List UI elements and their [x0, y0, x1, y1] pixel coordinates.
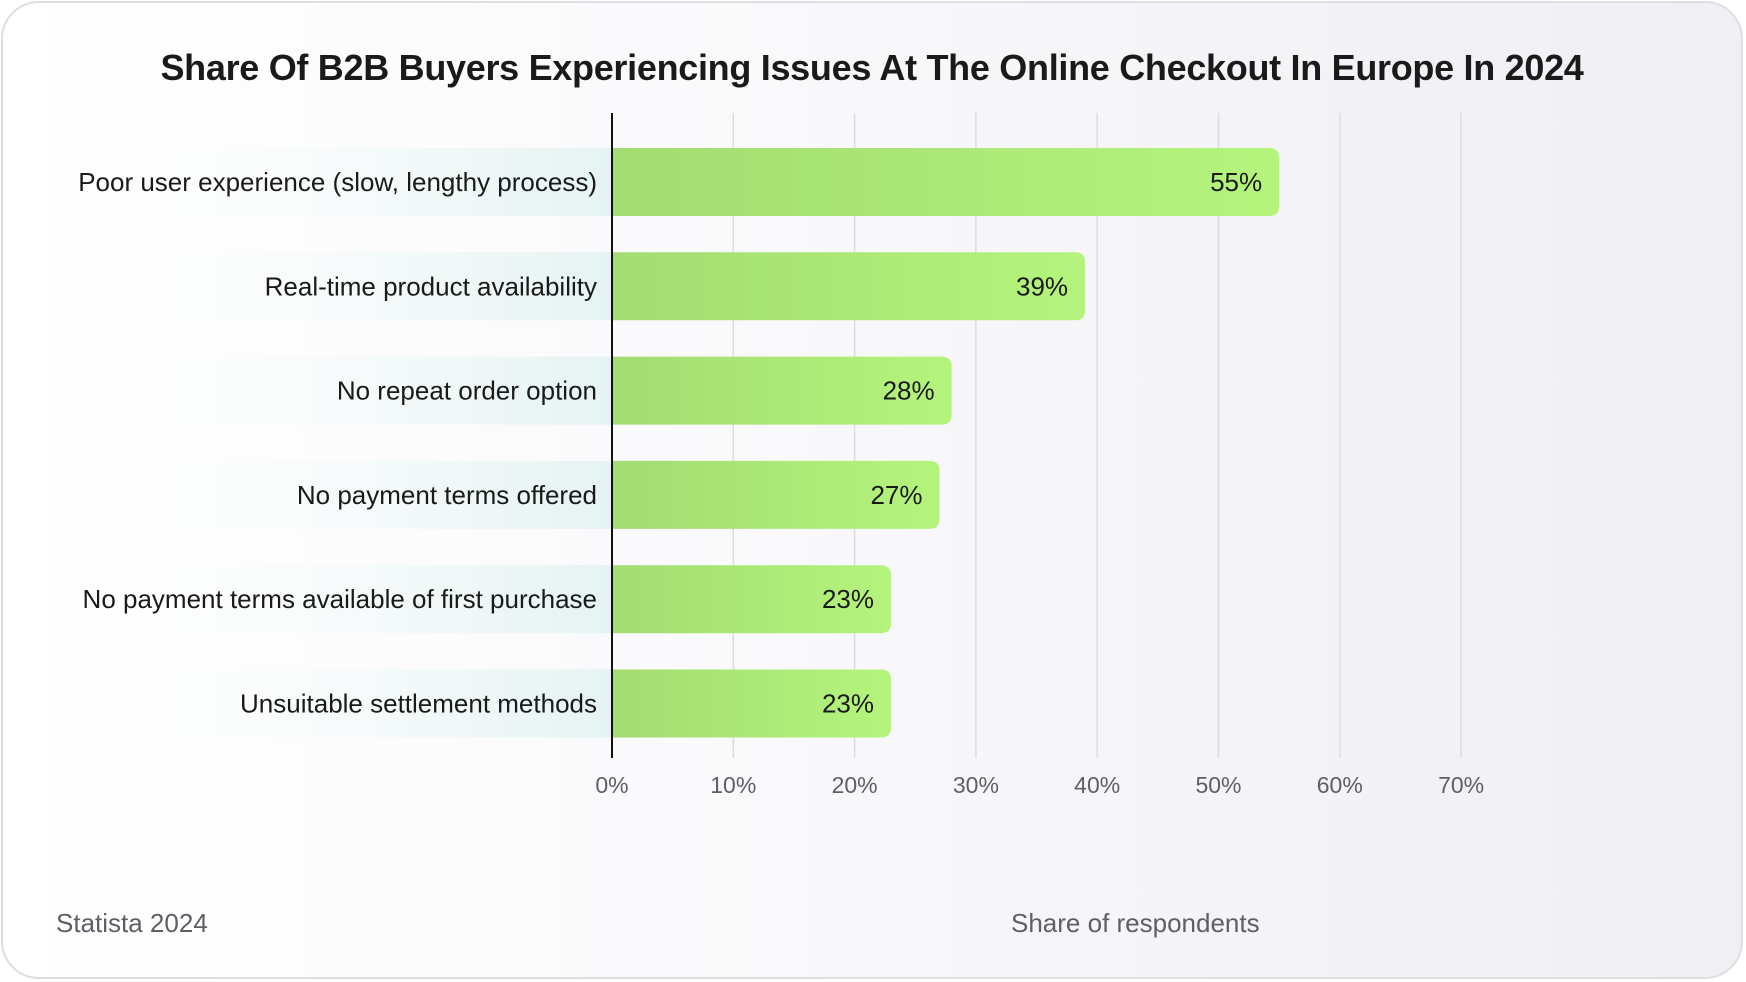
x-tick-label: 20% — [832, 772, 878, 798]
category-label: No repeat order option — [337, 376, 597, 406]
bar — [612, 252, 1086, 321]
category-label: Real-time product availability — [265, 271, 597, 301]
value-label: 28% — [883, 376, 935, 406]
category-band — [63, 148, 612, 216]
value-labels: 55% 39% 28% 27% 23% 23% — [822, 167, 1262, 719]
category-band — [63, 565, 612, 634]
bar — [612, 356, 952, 425]
x-tick-label: 40% — [1074, 772, 1120, 798]
category-labels: Poor user experience (slow, lengthy proc… — [78, 167, 597, 719]
category-label: Unsuitable settlement methods — [240, 689, 597, 719]
category-band — [63, 252, 612, 321]
category-label: Poor user experience (slow, lengthy proc… — [78, 167, 597, 197]
category-label: No payment terms available of first purc… — [83, 584, 597, 614]
bar — [612, 565, 891, 634]
category-label: No payment terms offered — [297, 480, 597, 510]
value-label: 23% — [822, 584, 874, 614]
bar-chart: Poor user experience (slow, lengthy proc… — [63, 113, 1484, 798]
value-label: 23% — [822, 689, 874, 719]
value-label: 27% — [870, 480, 922, 510]
x-tick-labels: 0% 10% 20% 30% 40% 50% 60% 70% — [595, 772, 1484, 798]
bar — [612, 669, 891, 738]
bar — [612, 460, 940, 529]
category-bands — [63, 148, 612, 738]
gridlines — [732, 113, 1462, 758]
source-label: Statista 2024 — [56, 908, 208, 938]
bars — [612, 148, 1280, 738]
x-tick-label: 60% — [1317, 772, 1363, 798]
chart-title: Share Of B2B Buyers Experiencing Issues … — [160, 47, 1584, 88]
x-axis-title: Share of respondents — [1011, 908, 1260, 938]
category-band — [63, 669, 612, 738]
category-band — [63, 356, 612, 425]
x-tick-label: 10% — [710, 772, 756, 798]
x-tick-label: 50% — [1195, 772, 1241, 798]
x-tick-label: 0% — [595, 772, 628, 798]
category-band — [63, 460, 612, 529]
value-label: 55% — [1210, 167, 1262, 197]
x-tick-label: 70% — [1438, 772, 1484, 798]
value-label: 39% — [1016, 271, 1068, 301]
bar — [612, 148, 1280, 216]
x-tick-label: 30% — [953, 772, 999, 798]
